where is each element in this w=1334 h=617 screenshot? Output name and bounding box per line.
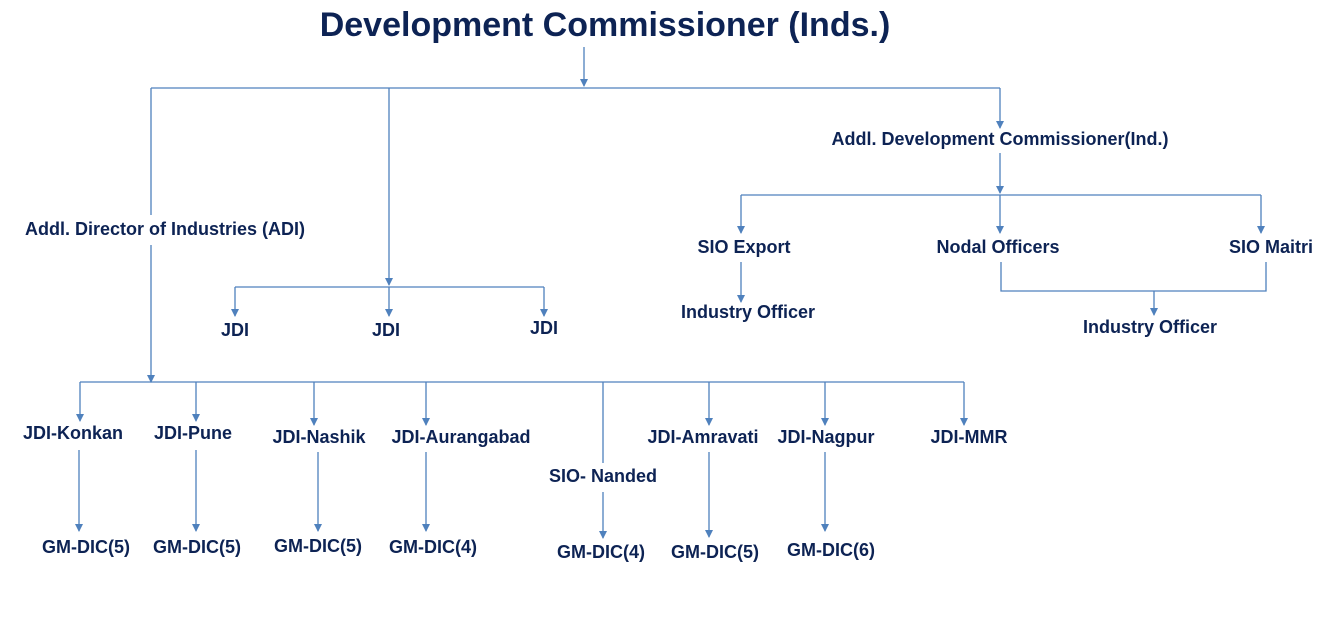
node: JDI-Amravati	[647, 427, 758, 447]
node: Industry Officer	[1083, 317, 1217, 337]
node: GM-DIC(5)	[153, 537, 241, 557]
connectors	[75, 47, 1267, 539]
node: Industry Officer	[681, 302, 815, 322]
title: Development Commissioner (Inds.)	[320, 6, 891, 44]
node: Addl. Development Commissioner(Ind.)	[831, 129, 1168, 149]
node: Addl. Director of Industries (ADI)	[25, 219, 305, 239]
node: JDI-Aurangabad	[391, 427, 530, 447]
node: GM-DIC(4)	[557, 542, 645, 562]
node: JDI-Konkan	[23, 423, 123, 443]
node: JDI-Pune	[154, 423, 232, 443]
node: GM-DIC(5)	[42, 537, 130, 557]
node: GM-DIC(4)	[389, 537, 477, 557]
node: JDI-Nashik	[272, 427, 366, 447]
node: SIO Export	[697, 237, 790, 257]
node: JDI	[372, 320, 400, 340]
node: GM-DIC(5)	[671, 542, 759, 562]
node: GM-DIC(5)	[274, 536, 362, 556]
node: GM-DIC(6)	[787, 540, 875, 560]
node: Nodal Officers	[936, 237, 1059, 257]
node: JDI	[221, 320, 249, 340]
node: SIO Maitri	[1229, 237, 1313, 257]
node: JDI-MMR	[931, 427, 1008, 447]
node: JDI-Nagpur	[777, 427, 874, 447]
node: SIO- Nanded	[549, 466, 657, 486]
node: JDI	[530, 318, 558, 338]
